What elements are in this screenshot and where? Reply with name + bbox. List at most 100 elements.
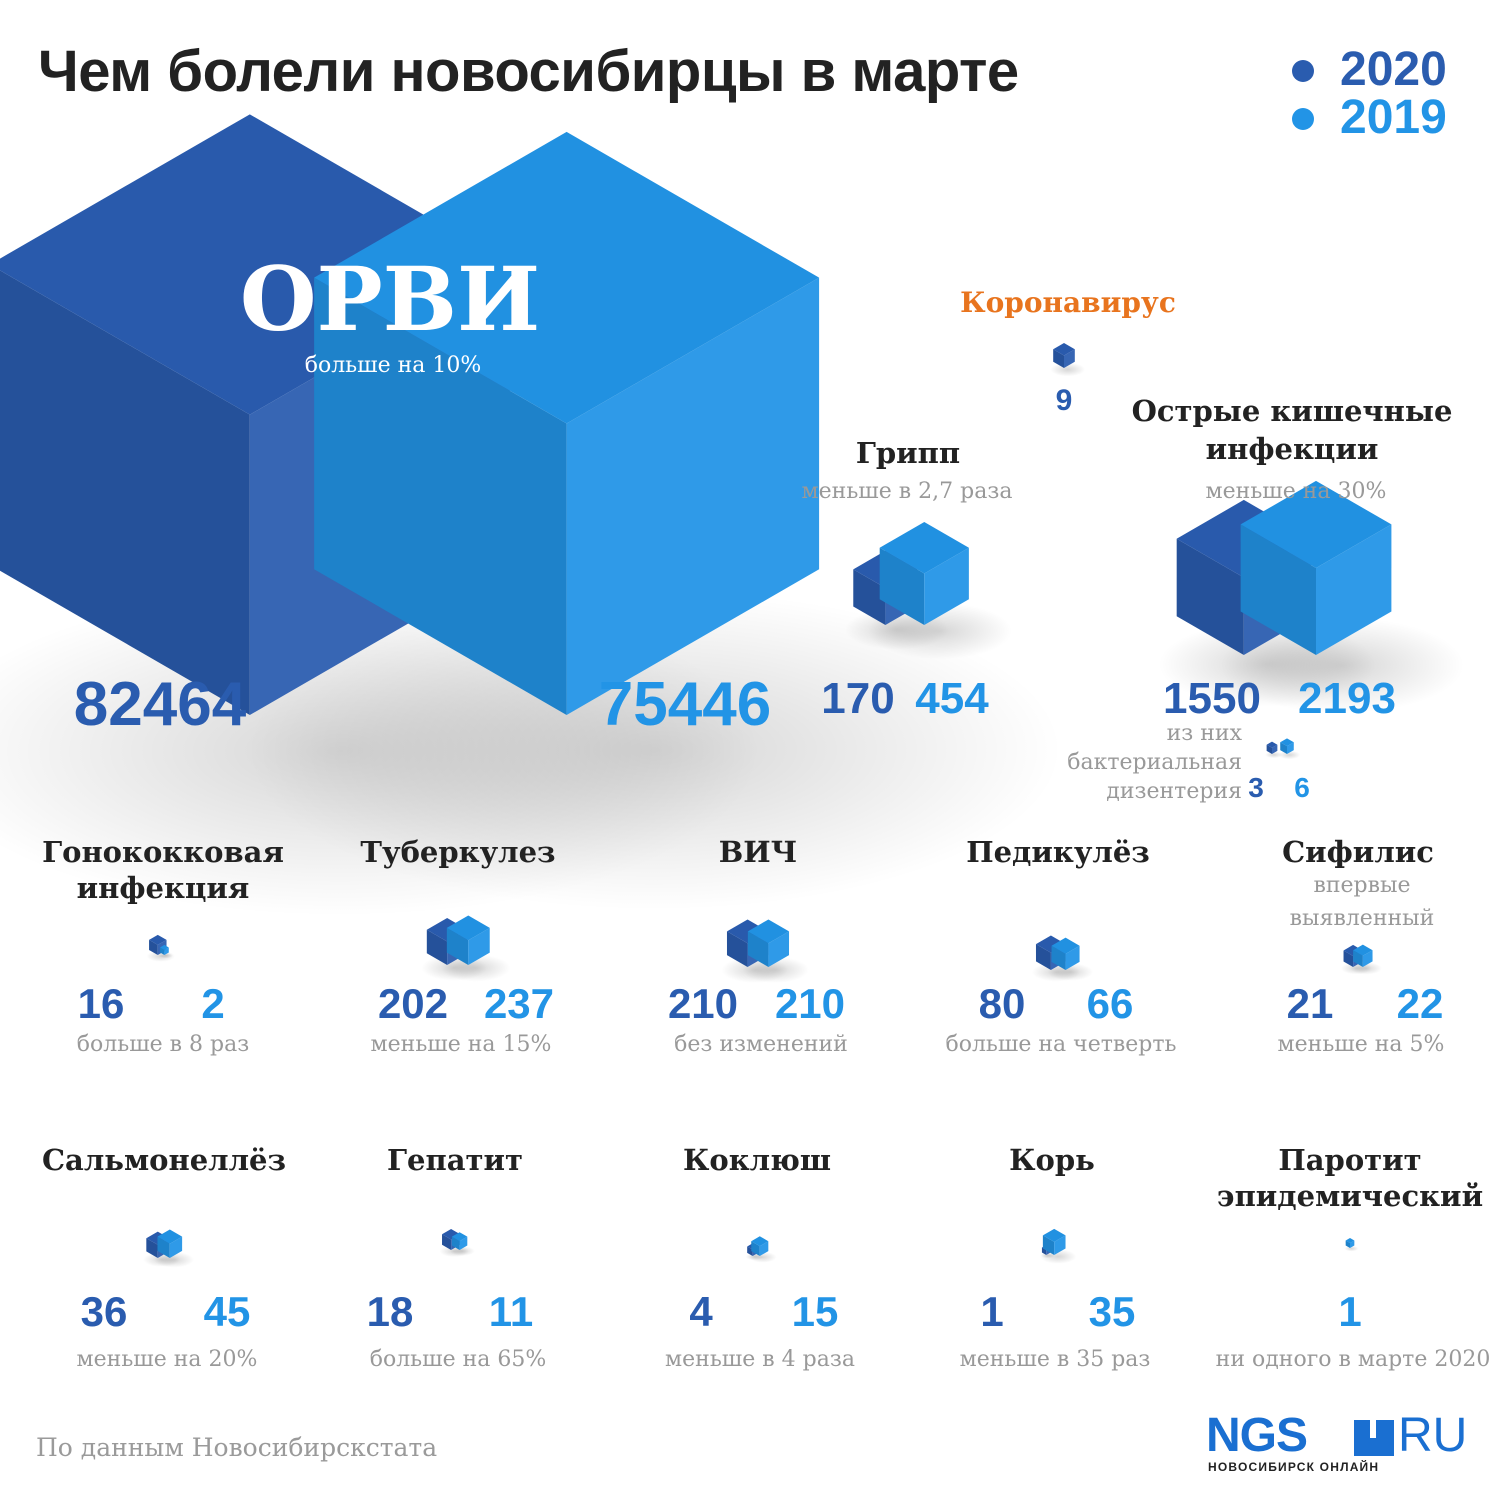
value-hepatitis-2020: 18 xyxy=(367,1288,414,1335)
cube-tuberculosis-2019-left-face xyxy=(446,927,469,965)
cube-hepatitis-2019 xyxy=(451,1232,468,1250)
cube-measles-2019-top-face xyxy=(1042,1228,1066,1242)
label-mumps-title-2: эпидемический xyxy=(1217,1179,1483,1213)
cube-dysentery-2019-left-face xyxy=(1280,742,1287,754)
legend: 2020 2019 xyxy=(1292,43,1462,144)
legend-dot-2019 xyxy=(1292,108,1314,130)
label-gripp-note: меньше в 2,7 раза xyxy=(802,479,1013,504)
label-mumps-title-1: Паротит xyxy=(1278,1143,1421,1177)
value-salmonellosis-2019: 45 xyxy=(204,1288,251,1335)
label-salmonellosis-note: меньше на 20% xyxy=(77,1347,258,1372)
value-pertussis-2020: 4 xyxy=(689,1288,713,1335)
value-orvi-2020: 82464 xyxy=(74,670,247,739)
label-gonococcal-title-2: инфекция xyxy=(77,871,250,905)
cube-mumps-2019-shadow xyxy=(1344,1245,1359,1252)
label-gonococcal-title-1: Гонококковая xyxy=(42,835,284,869)
value-gonococcal-2020: 16 xyxy=(78,980,125,1027)
legend-label-2020: 2020 xyxy=(1340,43,1447,96)
cube-gonococcal-2019 xyxy=(160,944,169,955)
value-gripp-2020: 170 xyxy=(821,674,894,723)
legend-item-2019: 2019 xyxy=(1292,92,1462,144)
label-mumps-note: ни одного в марте 2020 xyxy=(1216,1347,1491,1372)
cube-intestinal-2019 xyxy=(1240,480,1392,655)
cube-tuberculosis-2019-shadow xyxy=(441,954,511,982)
label-gonococcal-note: больше в 8 раз xyxy=(77,1032,249,1057)
value-pediculosis-2020: 80 xyxy=(979,980,1026,1027)
value-salmonellosis-2020: 36 xyxy=(81,1288,128,1335)
logo-brand: NGS xyxy=(1206,1409,1308,1462)
cube-orvi-2019-shadow xyxy=(245,589,1063,911)
legend-label-2019: 2019 xyxy=(1340,91,1447,144)
label-dysentery-line-3: дизентерия xyxy=(1106,779,1242,804)
cube-measles-2019-right-face xyxy=(1054,1235,1066,1255)
label-syphilis-note: меньше на 5% xyxy=(1278,1032,1445,1057)
label-intestinal-note: меньше на 30% xyxy=(1206,479,1387,504)
logo-subtitle: НОВОСИБИРСК ОНЛАЙН xyxy=(1208,1460,1380,1474)
cube-pediculosis-2019-right-face xyxy=(1065,945,1080,970)
ngs-logo: NGS RU НОВОСИБИРСК ОНЛАЙН xyxy=(1206,1410,1467,1478)
value-intestinal-2020: 1550 xyxy=(1163,674,1261,723)
label-intestinal-title-2: инфекции xyxy=(1206,432,1379,466)
cube-gripp-2019 xyxy=(879,522,969,625)
cube-gonococcal-2020-top-face xyxy=(149,934,167,945)
cube-gripp-2019-shadow xyxy=(867,602,1012,660)
value-measles-2019: 35 xyxy=(1089,1288,1136,1335)
cube-salmonellosis-2019-top-face xyxy=(157,1229,183,1244)
cube-pediculosis-2019-top-face xyxy=(1051,937,1080,954)
cube-measles-2019 xyxy=(1042,1228,1066,1255)
label-pertussis-note: меньше в 4 раза xyxy=(665,1347,855,1372)
value-tuberculosis-2019: 237 xyxy=(484,980,554,1027)
cube-measles-2019-left-face xyxy=(1042,1235,1055,1255)
label-syphilis-subname-2: выявленный xyxy=(1290,906,1435,931)
cube-pertussis-2019 xyxy=(751,1236,769,1256)
cube-mumps-2019-right-face xyxy=(1350,1240,1355,1248)
cube-dysentery-2020 xyxy=(1266,741,1278,754)
cube-salmonellosis-2019-right-face xyxy=(169,1236,183,1258)
label-pertussis-title: Коклюш xyxy=(683,1143,831,1177)
label-intestinal-title-1: Острые кишечные xyxy=(1132,394,1453,428)
cube-tuberculosis-2019-right-face xyxy=(468,927,490,965)
cube-corona-2020-shadow xyxy=(1050,362,1086,377)
cube-orvi-2019-top-face xyxy=(314,131,820,424)
cube-salmonellosis-2019-left-face xyxy=(157,1236,170,1258)
label-salmonellosis-title: Сальмонеллёз xyxy=(42,1143,286,1177)
logo-square-cut xyxy=(1370,1420,1376,1438)
cube-syphilis-2020-left-face xyxy=(1343,950,1354,967)
cube-mumps-2019-top-face xyxy=(1345,1238,1355,1243)
cube-dysentery-2019-top-face xyxy=(1280,738,1294,747)
cube-pediculosis-2019 xyxy=(1051,937,1080,970)
cube-gripp-2020-left-face xyxy=(853,569,886,625)
source-note: По данным Новосибирскстата xyxy=(36,1433,438,1462)
value-corona-2020: 9 xyxy=(1056,384,1073,417)
cube-dysentery-2019-shadow xyxy=(1278,750,1301,760)
cube-syphilis-2019-top-face xyxy=(1353,944,1373,956)
label-dysentery-line-1: из них xyxy=(1167,721,1243,746)
cube-hepatitis-2019-shadow xyxy=(449,1246,475,1256)
cube-hiv-2020-top-face xyxy=(726,919,769,944)
cube-gripp-2019-left-face xyxy=(879,547,925,625)
cube-syphilis-2019 xyxy=(1353,944,1373,967)
cube-syphilis-2019-shadow xyxy=(1350,962,1382,975)
logo-domain: RU xyxy=(1398,1409,1468,1462)
cube-corona-2020-left-face xyxy=(1053,349,1064,368)
value-hepatitis-2019: 11 xyxy=(489,1288,533,1335)
cube-orvi-2020-top-face xyxy=(0,114,510,415)
cube-syphilis-2019-right-face xyxy=(1362,950,1373,967)
value-pertussis-2019: 15 xyxy=(792,1288,839,1335)
value-dysentery-2019: 6 xyxy=(1294,772,1310,803)
cube-gonococcal-2019-top-face xyxy=(160,944,169,950)
value-pediculosis-2019: 66 xyxy=(1087,980,1134,1027)
label-syphilis-subname-1: впервые xyxy=(1313,873,1410,898)
value-dysentery-2020: 3 xyxy=(1248,772,1264,803)
cube-orvi-2019-right-face xyxy=(566,277,820,715)
value-intestinal-2019: 2193 xyxy=(1298,674,1396,723)
cube-pertussis-2019-top-face xyxy=(751,1236,769,1247)
cube-intestinal-2020-left-face xyxy=(1176,538,1244,655)
legend-dot-2020 xyxy=(1292,60,1314,82)
label-pediculosis-title: Педикулёз xyxy=(966,835,1150,869)
value-syphilis-2020: 21 xyxy=(1287,980,1334,1027)
label-hepatitis-title: Гепатит xyxy=(387,1143,523,1177)
cube-pediculosis-2020-left-face xyxy=(1035,944,1051,970)
cube-orvi-2020-left-face xyxy=(0,270,250,715)
